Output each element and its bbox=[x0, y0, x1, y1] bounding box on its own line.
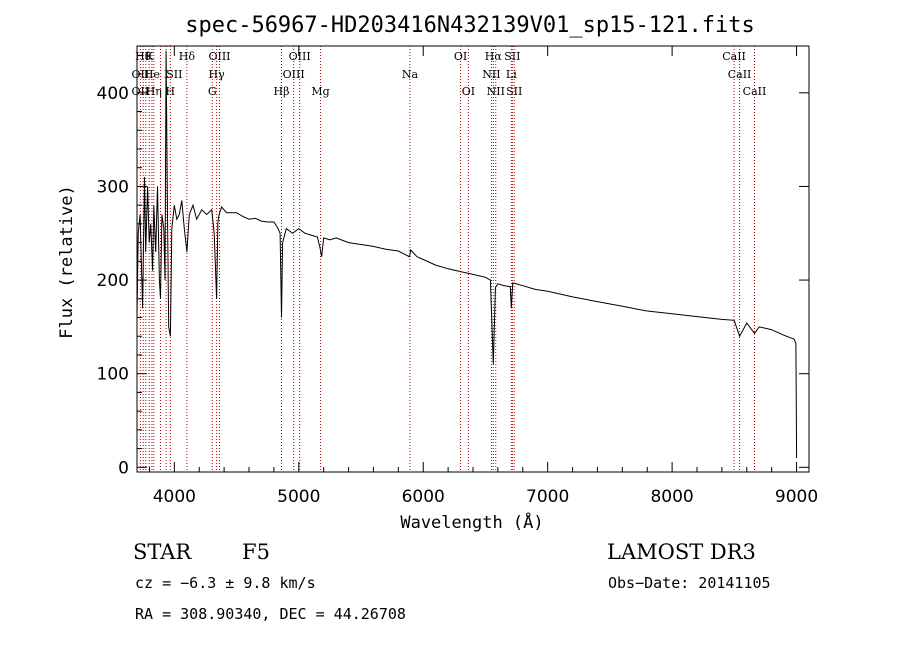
y-tick-label-1: 100 bbox=[97, 365, 129, 385]
line-label-19: OII bbox=[132, 85, 150, 98]
line-label-26: NII bbox=[487, 85, 505, 98]
line-label-10: He bbox=[144, 68, 160, 81]
line-label-17: Li bbox=[506, 68, 517, 81]
object-class: STAR bbox=[133, 540, 192, 564]
line-label-28: CaII bbox=[743, 85, 767, 98]
y-axis-ticks: 0 100 200 300 400 bbox=[97, 54, 809, 478]
x-tick-label-4: 8000 bbox=[650, 487, 693, 507]
spectral-line-markers bbox=[139, 46, 755, 472]
x-axis-label: Wavelength (Å) bbox=[400, 511, 543, 533]
x-tick-label-3: 7000 bbox=[526, 487, 569, 507]
x-tick-label-2: 6000 bbox=[402, 487, 445, 507]
line-label-3: OIII bbox=[208, 50, 230, 63]
line-label-8: CaII bbox=[722, 50, 746, 63]
x-tick-label-0: 4000 bbox=[153, 487, 196, 507]
object-subclass: F5 bbox=[242, 540, 270, 564]
line-label-4: OIII bbox=[289, 50, 311, 63]
obs-date: Obs−Date: 20141105 bbox=[608, 574, 771, 592]
y-tick-label-2: 200 bbox=[97, 271, 129, 291]
line-label-22: G bbox=[208, 85, 217, 98]
line-label-27: SII bbox=[506, 85, 522, 98]
chart-title: spec-56967-HD203416N432139V01_sp15-121.f… bbox=[185, 13, 755, 38]
y-axis-label: Flux (relative) bbox=[57, 185, 77, 339]
line-label-24: Mg bbox=[311, 85, 329, 98]
line-label-13: Hγ bbox=[209, 68, 226, 81]
x-tick-label-5: 9000 bbox=[775, 487, 818, 507]
survey-name: LAMOST DR3 bbox=[607, 540, 756, 564]
y-tick-label-3: 300 bbox=[97, 177, 129, 197]
y-tick-label-4: 400 bbox=[97, 84, 129, 104]
line-label-1: K bbox=[145, 50, 154, 63]
line-label-6: Hα bbox=[485, 50, 503, 63]
line-label-16: NII bbox=[482, 68, 500, 81]
line-label-2: Hδ bbox=[179, 50, 196, 63]
spectrum-series-line bbox=[136, 50, 798, 459]
line-label-25: OI bbox=[462, 85, 475, 98]
line-label-14: OIII bbox=[283, 68, 305, 81]
x-tick-label-1: 5000 bbox=[277, 487, 320, 507]
line-label-12: SII bbox=[166, 68, 182, 81]
redshift-text: cz = −6.3 ± 9.8 km/s bbox=[135, 574, 316, 592]
line-label-5: OI bbox=[454, 50, 467, 63]
line-label-15: Na bbox=[402, 68, 419, 81]
y-tick-label-0: 0 bbox=[118, 458, 129, 478]
line-label-18: CaII bbox=[728, 68, 752, 81]
line-label-7: SII bbox=[504, 50, 520, 63]
line-label-23: Hβ bbox=[274, 85, 290, 98]
line-label-0: Hθ bbox=[135, 50, 152, 63]
x-axis-ticks: 4000 5000 6000 7000 8000 9000 bbox=[148, 46, 818, 507]
plot-frame bbox=[136, 45, 810, 473]
coordinates-text: RA = 308.90340, DEC = 44.26708 bbox=[135, 605, 406, 623]
line-label-21: H bbox=[166, 85, 176, 98]
line-label-20: Hη bbox=[146, 85, 162, 98]
